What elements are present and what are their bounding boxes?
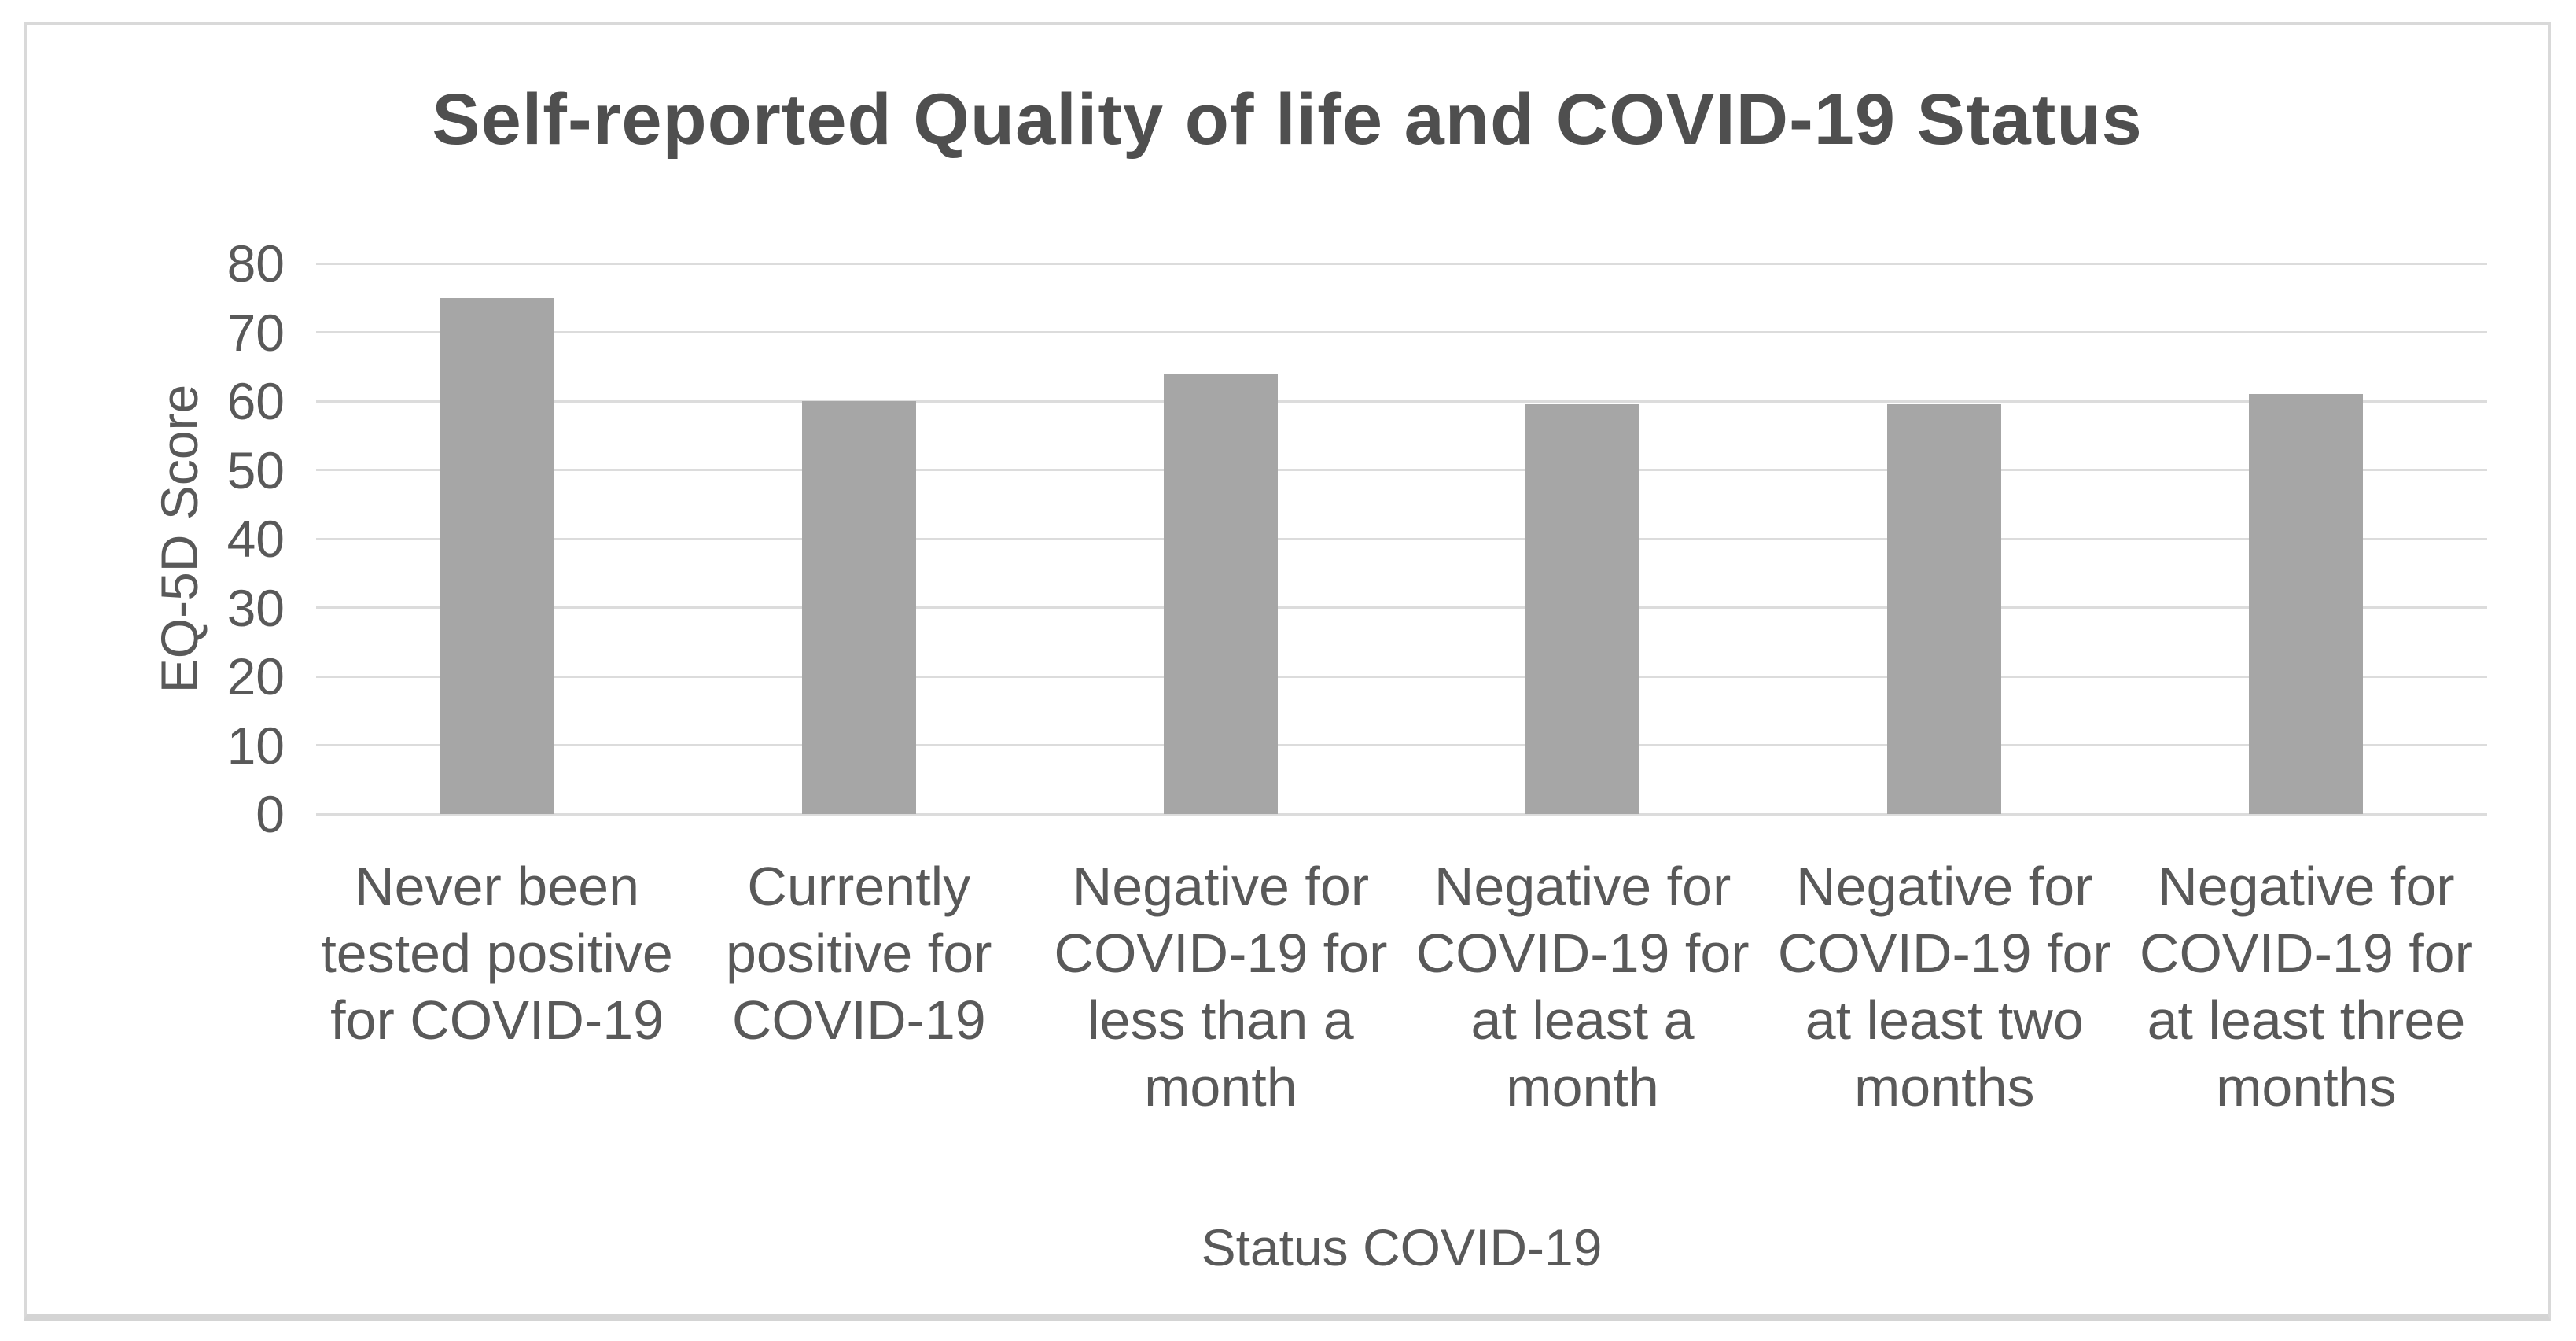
y-tick-label-20: 20 — [226, 647, 285, 705]
bar-4 — [1525, 404, 1640, 814]
category-label-4: Negative for COVID-19 for at least a mon… — [1415, 856, 1750, 1118]
gridline-y-40 — [316, 537, 2487, 540]
gridline-y-80 — [316, 262, 2487, 265]
y-tick-label-0: 0 — [256, 785, 285, 843]
y-tick-label-40: 40 — [226, 510, 285, 568]
bar-6 — [2249, 394, 2364, 814]
gridline-y-0 — [316, 812, 2487, 816]
gridline-y-30 — [316, 606, 2487, 609]
category-label-2: Currently positive for COVID-19 — [726, 856, 992, 1051]
y-tick-label-80: 80 — [226, 234, 285, 293]
gridline-y-50 — [316, 469, 2487, 471]
chart-title: Self-reported Quality of life and COVID-… — [432, 79, 2143, 160]
category-label-5: Negative for COVID-19 for at least two m… — [1777, 856, 2111, 1118]
category-label-6: Negative for COVID-19 for at least three… — [2139, 856, 2473, 1118]
category-label-1: Never been tested positive for COVID-19 — [321, 856, 673, 1051]
y-tick-label-50: 50 — [226, 440, 285, 499]
x-axis-title: Status COVID-19 — [1201, 1218, 1603, 1277]
gridline-y-70 — [316, 331, 2487, 333]
category-label-3: Negative for COVID-19 for less than a mo… — [1054, 856, 1388, 1118]
bar-5 — [1887, 404, 2002, 814]
gridline-y-20 — [316, 675, 2487, 678]
y-tick-label-30: 30 — [226, 578, 285, 637]
bar-1 — [440, 297, 554, 814]
y-tick-label-60: 60 — [226, 372, 285, 430]
gridline-y-60 — [316, 400, 2487, 403]
bar-3 — [1163, 374, 1278, 814]
y-tick-label-70: 70 — [226, 303, 285, 362]
bar-2 — [801, 401, 916, 814]
y-tick-label-10: 10 — [226, 716, 285, 775]
gridline-y-10 — [316, 744, 2487, 746]
